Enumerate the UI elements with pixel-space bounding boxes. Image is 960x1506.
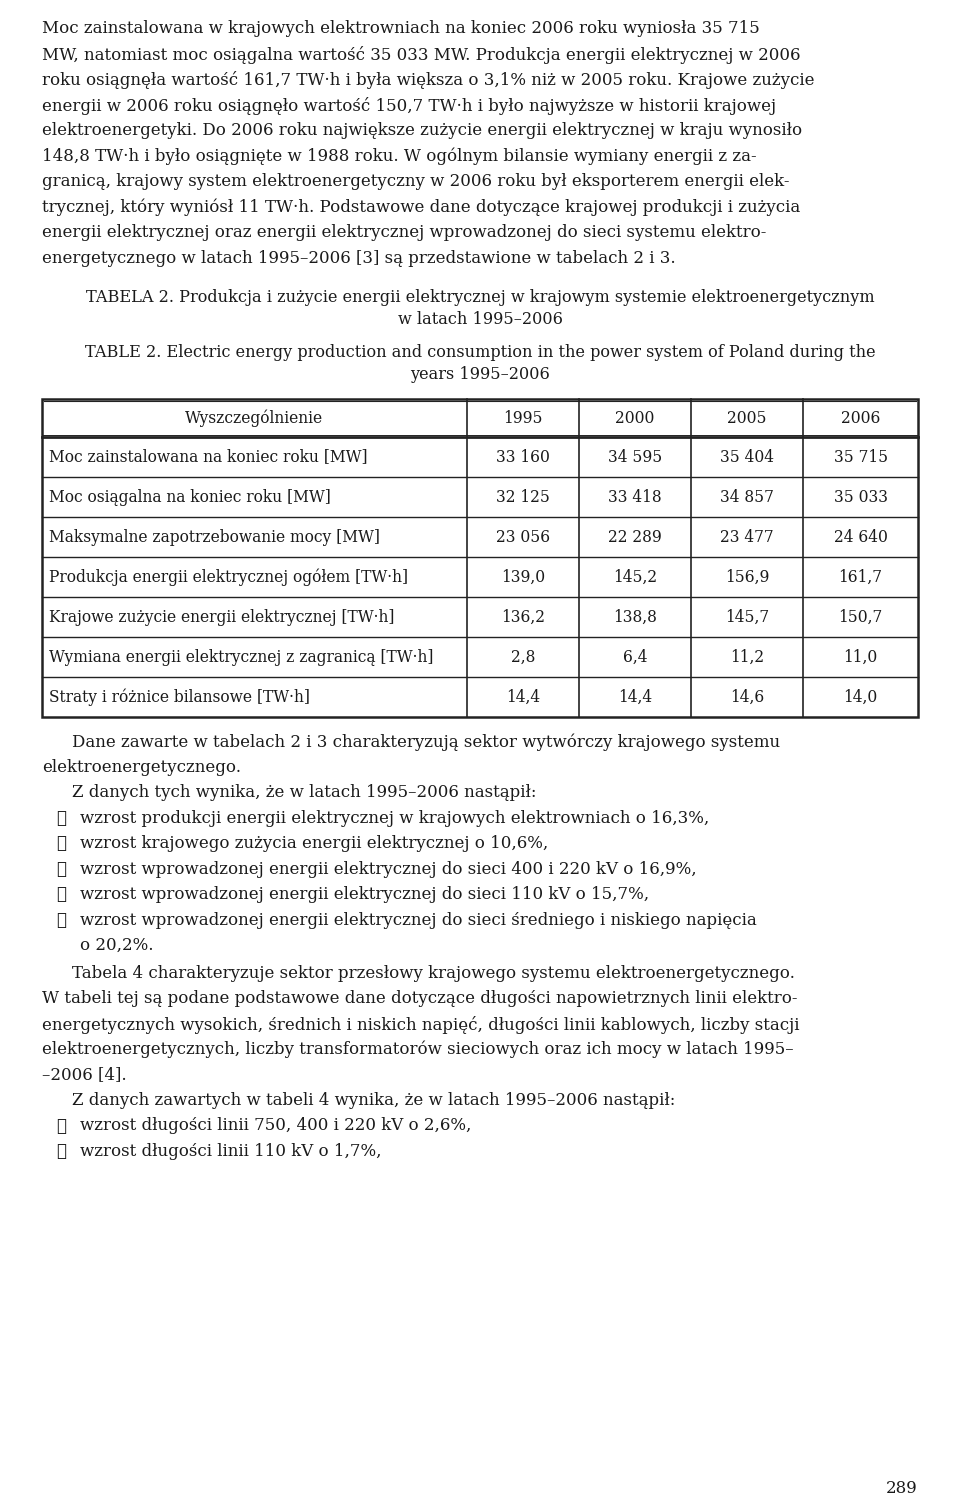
Text: Produkcja energii elektrycznej ogółem [TW·h]: Produkcja energii elektrycznej ogółem [T… (49, 568, 408, 586)
Text: 289: 289 (886, 1480, 918, 1497)
Text: 23 477: 23 477 (720, 529, 774, 545)
Text: TABLE 2. Electric energy production and consumption in the power system of Polan: TABLE 2. Electric energy production and … (84, 343, 876, 361)
Text: 150,7: 150,7 (838, 608, 883, 625)
Text: wzrost długości linii 110 kV o 1,7%,: wzrost długości linii 110 kV o 1,7%, (80, 1143, 381, 1160)
Text: 14,0: 14,0 (844, 688, 877, 705)
Text: 136,2: 136,2 (501, 608, 545, 625)
Text: 32 125: 32 125 (496, 488, 550, 506)
Text: Z danych tych wynika, że w latach 1995–2006 nastąpił:: Z danych tych wynika, że w latach 1995–2… (72, 785, 537, 801)
Text: Z danych zawartych w tabeli 4 wynika, że w latach 1995–2006 nastąpił:: Z danych zawartych w tabeli 4 wynika, że… (72, 1092, 676, 1108)
Text: wzrost długości linii 750, 400 i 220 kV o 2,6%,: wzrost długości linii 750, 400 i 220 kV … (80, 1117, 471, 1134)
Text: Dane zawarte w tabelach 2 i 3 charakteryzują sektor wytwórczy krajowego systemu: Dane zawarte w tabelach 2 i 3 charaktery… (72, 733, 780, 750)
Text: energii w 2006 roku osiągnęło wartość 150,7 TW·h i było najwyższe w historii kra: energii w 2006 roku osiągnęło wartość 15… (42, 96, 776, 114)
Text: 2,8: 2,8 (511, 649, 535, 666)
Text: Tabela 4 charakteryzuje sektor przesłowy krajowego systemu elektroenergetycznego: Tabela 4 charakteryzuje sektor przesłowy… (72, 964, 795, 982)
Text: 2006: 2006 (841, 410, 880, 426)
Text: trycznej, który wyniósł 11 TW·h. Podstawowe dane dotyczące krajowej produkcji i : trycznej, który wyniósł 11 TW·h. Podstaw… (42, 199, 801, 215)
Text: ❖: ❖ (56, 886, 66, 904)
Text: 145,2: 145,2 (613, 568, 657, 586)
Text: years 1995–2006: years 1995–2006 (410, 366, 550, 383)
Text: 6,4: 6,4 (623, 649, 647, 666)
Text: TABELA 2. Produkcja i zużycie energii elektrycznej w krajowym systemie elektroen: TABELA 2. Produkcja i zużycie energii el… (85, 289, 875, 306)
Text: 33 418: 33 418 (609, 488, 661, 506)
Text: 24 640: 24 640 (833, 529, 888, 545)
Text: wzrost wprowadzonej energii elektrycznej do sieci 110 kV o 15,7%,: wzrost wprowadzonej energii elektrycznej… (80, 886, 649, 904)
Text: 33 160: 33 160 (496, 449, 550, 465)
Text: 2000: 2000 (615, 410, 655, 426)
Text: elektroenergetyki. Do 2006 roku największe zużycie energii elektrycznej w kraju : elektroenergetyki. Do 2006 roku najwięks… (42, 122, 803, 139)
Text: 156,9: 156,9 (725, 568, 769, 586)
Text: 35 404: 35 404 (720, 449, 774, 465)
Text: 14,6: 14,6 (730, 688, 764, 705)
Text: wzrost krajowego zużycia energii elektrycznej o 10,6%,: wzrost krajowego zużycia energii elektry… (80, 834, 548, 852)
Text: 138,8: 138,8 (613, 608, 657, 625)
Text: 14,4: 14,4 (506, 688, 540, 705)
Text: energii elektrycznej oraz energii elektrycznej wprowadzonej do sieci systemu ele: energii elektrycznej oraz energii elektr… (42, 224, 766, 241)
Text: 2005: 2005 (728, 410, 767, 426)
Text: ❖: ❖ (56, 860, 66, 878)
Text: 34 595: 34 595 (608, 449, 662, 465)
Text: 1995: 1995 (503, 410, 542, 426)
Text: Moc zainstalowana w krajowych elektrowniach na koniec 2006 roku wyniosła 35 715: Moc zainstalowana w krajowych elektrowni… (42, 20, 759, 38)
Text: Krajowe zużycie energii elektrycznej [TW·h]: Krajowe zużycie energii elektrycznej [TW… (49, 608, 395, 625)
Text: Wyszczególnienie: Wyszczególnienie (185, 410, 324, 426)
Text: o 20,2%.: o 20,2%. (80, 937, 154, 953)
Text: 14,4: 14,4 (618, 688, 652, 705)
Text: ❖: ❖ (56, 1143, 66, 1160)
Text: Wymiana energii elektrycznej z zagranicą [TW·h]: Wymiana energii elektrycznej z zagranicą… (49, 649, 434, 666)
Text: energetycznego w latach 1995–2006 [3] są przedstawione w tabelach 2 i 3.: energetycznego w latach 1995–2006 [3] są… (42, 250, 676, 267)
Text: 11,0: 11,0 (844, 649, 877, 666)
Text: w latach 1995–2006: w latach 1995–2006 (397, 310, 563, 327)
Text: ❖: ❖ (56, 1117, 66, 1134)
Text: 145,7: 145,7 (725, 608, 769, 625)
Text: 34 857: 34 857 (720, 488, 774, 506)
Text: Maksymalne zapotrzebowanie mocy [MW]: Maksymalne zapotrzebowanie mocy [MW] (49, 529, 380, 545)
Text: 35 715: 35 715 (833, 449, 888, 465)
Text: 148,8 TW·h i było osiągnięte w 1988 roku. W ogólnym bilansie wymiany energii z z: 148,8 TW·h i było osiągnięte w 1988 roku… (42, 148, 756, 166)
Text: wzrost wprowadzonej energii elektrycznej do sieci 400 i 220 kV o 16,9%,: wzrost wprowadzonej energii elektrycznej… (80, 860, 697, 878)
Text: 139,0: 139,0 (501, 568, 545, 586)
Text: Straty i różnice bilansowe [TW·h]: Straty i różnice bilansowe [TW·h] (49, 688, 310, 706)
Text: W tabeli tej są podane podstawowe dane dotyczące długości napowietrznych linii e: W tabeli tej są podane podstawowe dane d… (42, 989, 798, 1008)
Text: wzrost produkcji energii elektrycznej w krajowych elektrowniach o 16,3%,: wzrost produkcji energii elektrycznej w … (80, 810, 709, 827)
Text: 35 033: 35 033 (833, 488, 888, 506)
Text: energetycznych wysokich, średnich i niskich napięć, długości linii kablowych, li: energetycznych wysokich, średnich i nisk… (42, 1015, 800, 1033)
Text: wzrost wprowadzonej energii elektrycznej do sieci średniego i niskiego napięcia: wzrost wprowadzonej energii elektrycznej… (80, 911, 756, 929)
Text: Moc osiągalna na koniec roku [MW]: Moc osiągalna na koniec roku [MW] (49, 488, 331, 506)
Text: –2006 [4].: –2006 [4]. (42, 1066, 127, 1083)
Text: elektroenergetycznego.: elektroenergetycznego. (42, 759, 241, 776)
Text: Moc zainstalowana na koniec roku [MW]: Moc zainstalowana na koniec roku [MW] (49, 449, 368, 465)
Text: 23 056: 23 056 (496, 529, 550, 545)
Text: ❖: ❖ (56, 834, 66, 852)
Bar (42, 399, 918, 717)
Text: MW, natomiast moc osiągalna wartość 35 033 MW. Produkcja energii elektrycznej w : MW, natomiast moc osiągalna wartość 35 0… (42, 45, 801, 63)
Text: 11,2: 11,2 (731, 649, 764, 666)
Text: 161,7: 161,7 (839, 568, 882, 586)
Text: 22 289: 22 289 (609, 529, 662, 545)
Text: ❖: ❖ (56, 911, 66, 929)
Text: roku osiągnęła wartość 161,7 TW·h i była większa o 3,1% niż w 2005 roku. Krajowe: roku osiągnęła wartość 161,7 TW·h i była… (42, 71, 814, 89)
Text: granicą, krajowy system elektroenergetyczny w 2006 roku był eksporterem energii : granicą, krajowy system elektroenergetyc… (42, 173, 789, 190)
Text: ❖: ❖ (56, 810, 66, 827)
Text: elektroenergetycznych, liczby transformatorów sieciowych oraz ich mocy w latach : elektroenergetycznych, liczby transforma… (42, 1041, 794, 1059)
